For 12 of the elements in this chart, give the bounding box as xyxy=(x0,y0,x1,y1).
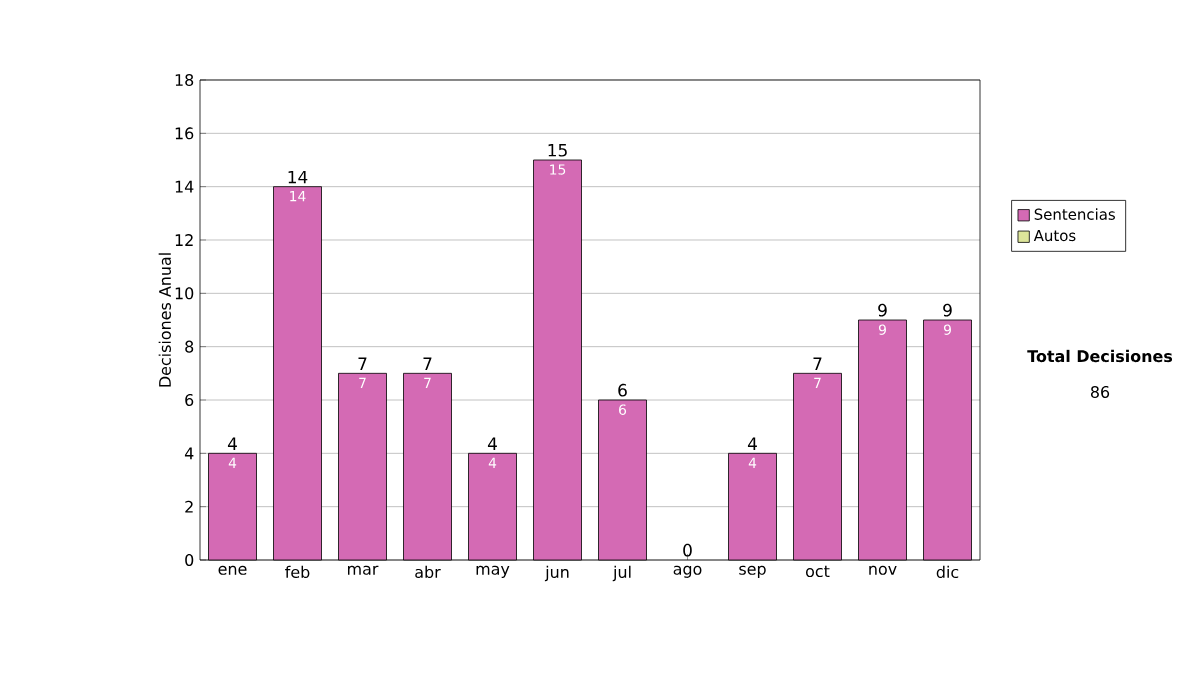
total-label: 9 xyxy=(878,303,887,317)
total-label: 6 xyxy=(618,383,627,397)
total-label: 4 xyxy=(227,437,237,450)
total-label: 7 xyxy=(813,357,822,370)
total-label: 7 xyxy=(423,357,432,370)
total-label: 9 xyxy=(943,303,952,317)
total-label: 15 xyxy=(548,144,567,157)
total-label: 4 xyxy=(747,437,757,450)
total-label: 7 xyxy=(358,357,367,370)
total-label: 14 xyxy=(288,170,308,184)
total-label: 4 xyxy=(487,437,497,450)
total-label: 0 xyxy=(683,543,692,557)
